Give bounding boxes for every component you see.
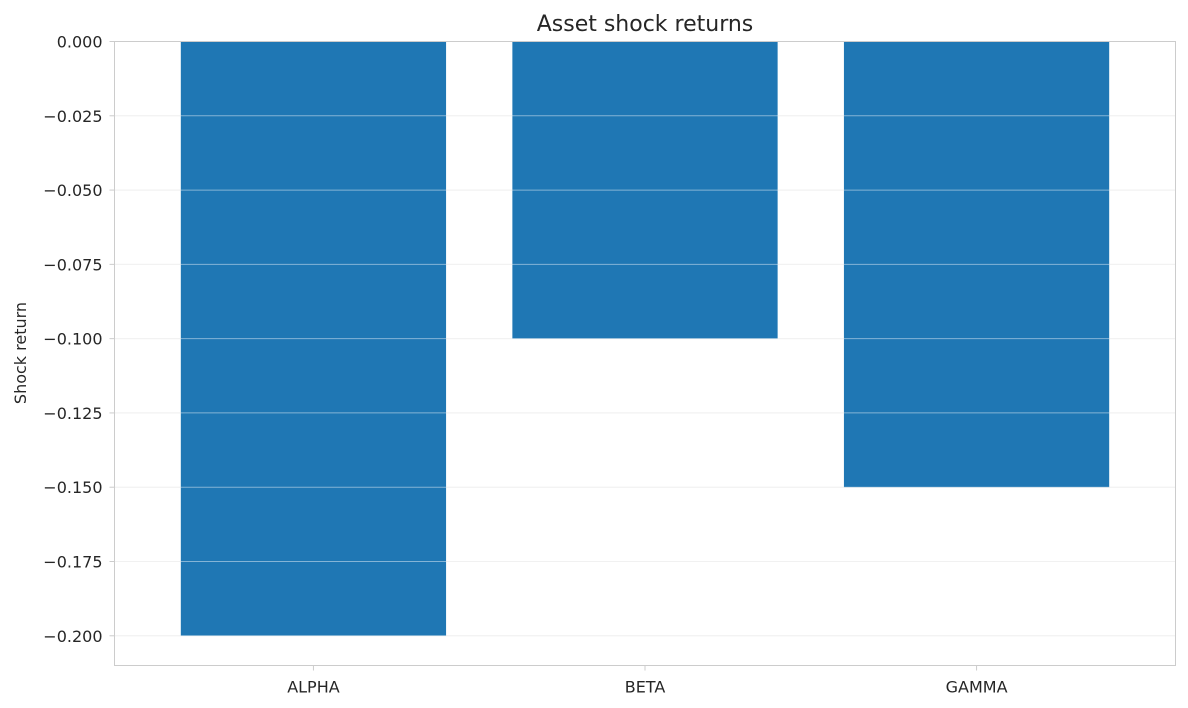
y-axis-ticks: 0.000 −0.025 −0.050 −0.075 −0.100 −0.125 −0.15… [43, 33, 115, 646]
bar-gamma [843, 41, 1110, 488]
y-tick-label: −0.075 [43, 255, 102, 274]
x-axis-ticks: ALPHA BETA GAMMA [287, 665, 1008, 697]
bar-alpha [180, 41, 447, 636]
y-tick-label: −0.100 [43, 330, 102, 349]
y-tick-label: 0.000 [57, 33, 103, 52]
x-tick-label: ALPHA [287, 678, 340, 697]
y-tick-label: −0.200 [43, 627, 102, 646]
x-tick-label: GAMMA [946, 678, 1008, 697]
chart-title: Asset shock returns [537, 12, 754, 37]
y-tick-label: −0.050 [43, 181, 102, 200]
bars [180, 41, 1110, 636]
y-tick-label: −0.025 [43, 107, 102, 126]
y-tick-label: −0.175 [43, 553, 102, 572]
y-axis-label: Shock return [11, 302, 30, 404]
y-tick-label: −0.150 [43, 478, 102, 497]
y-tick-label: −0.125 [43, 404, 102, 423]
x-tick-label: BETA [625, 678, 666, 697]
bar-beta [512, 41, 778, 339]
